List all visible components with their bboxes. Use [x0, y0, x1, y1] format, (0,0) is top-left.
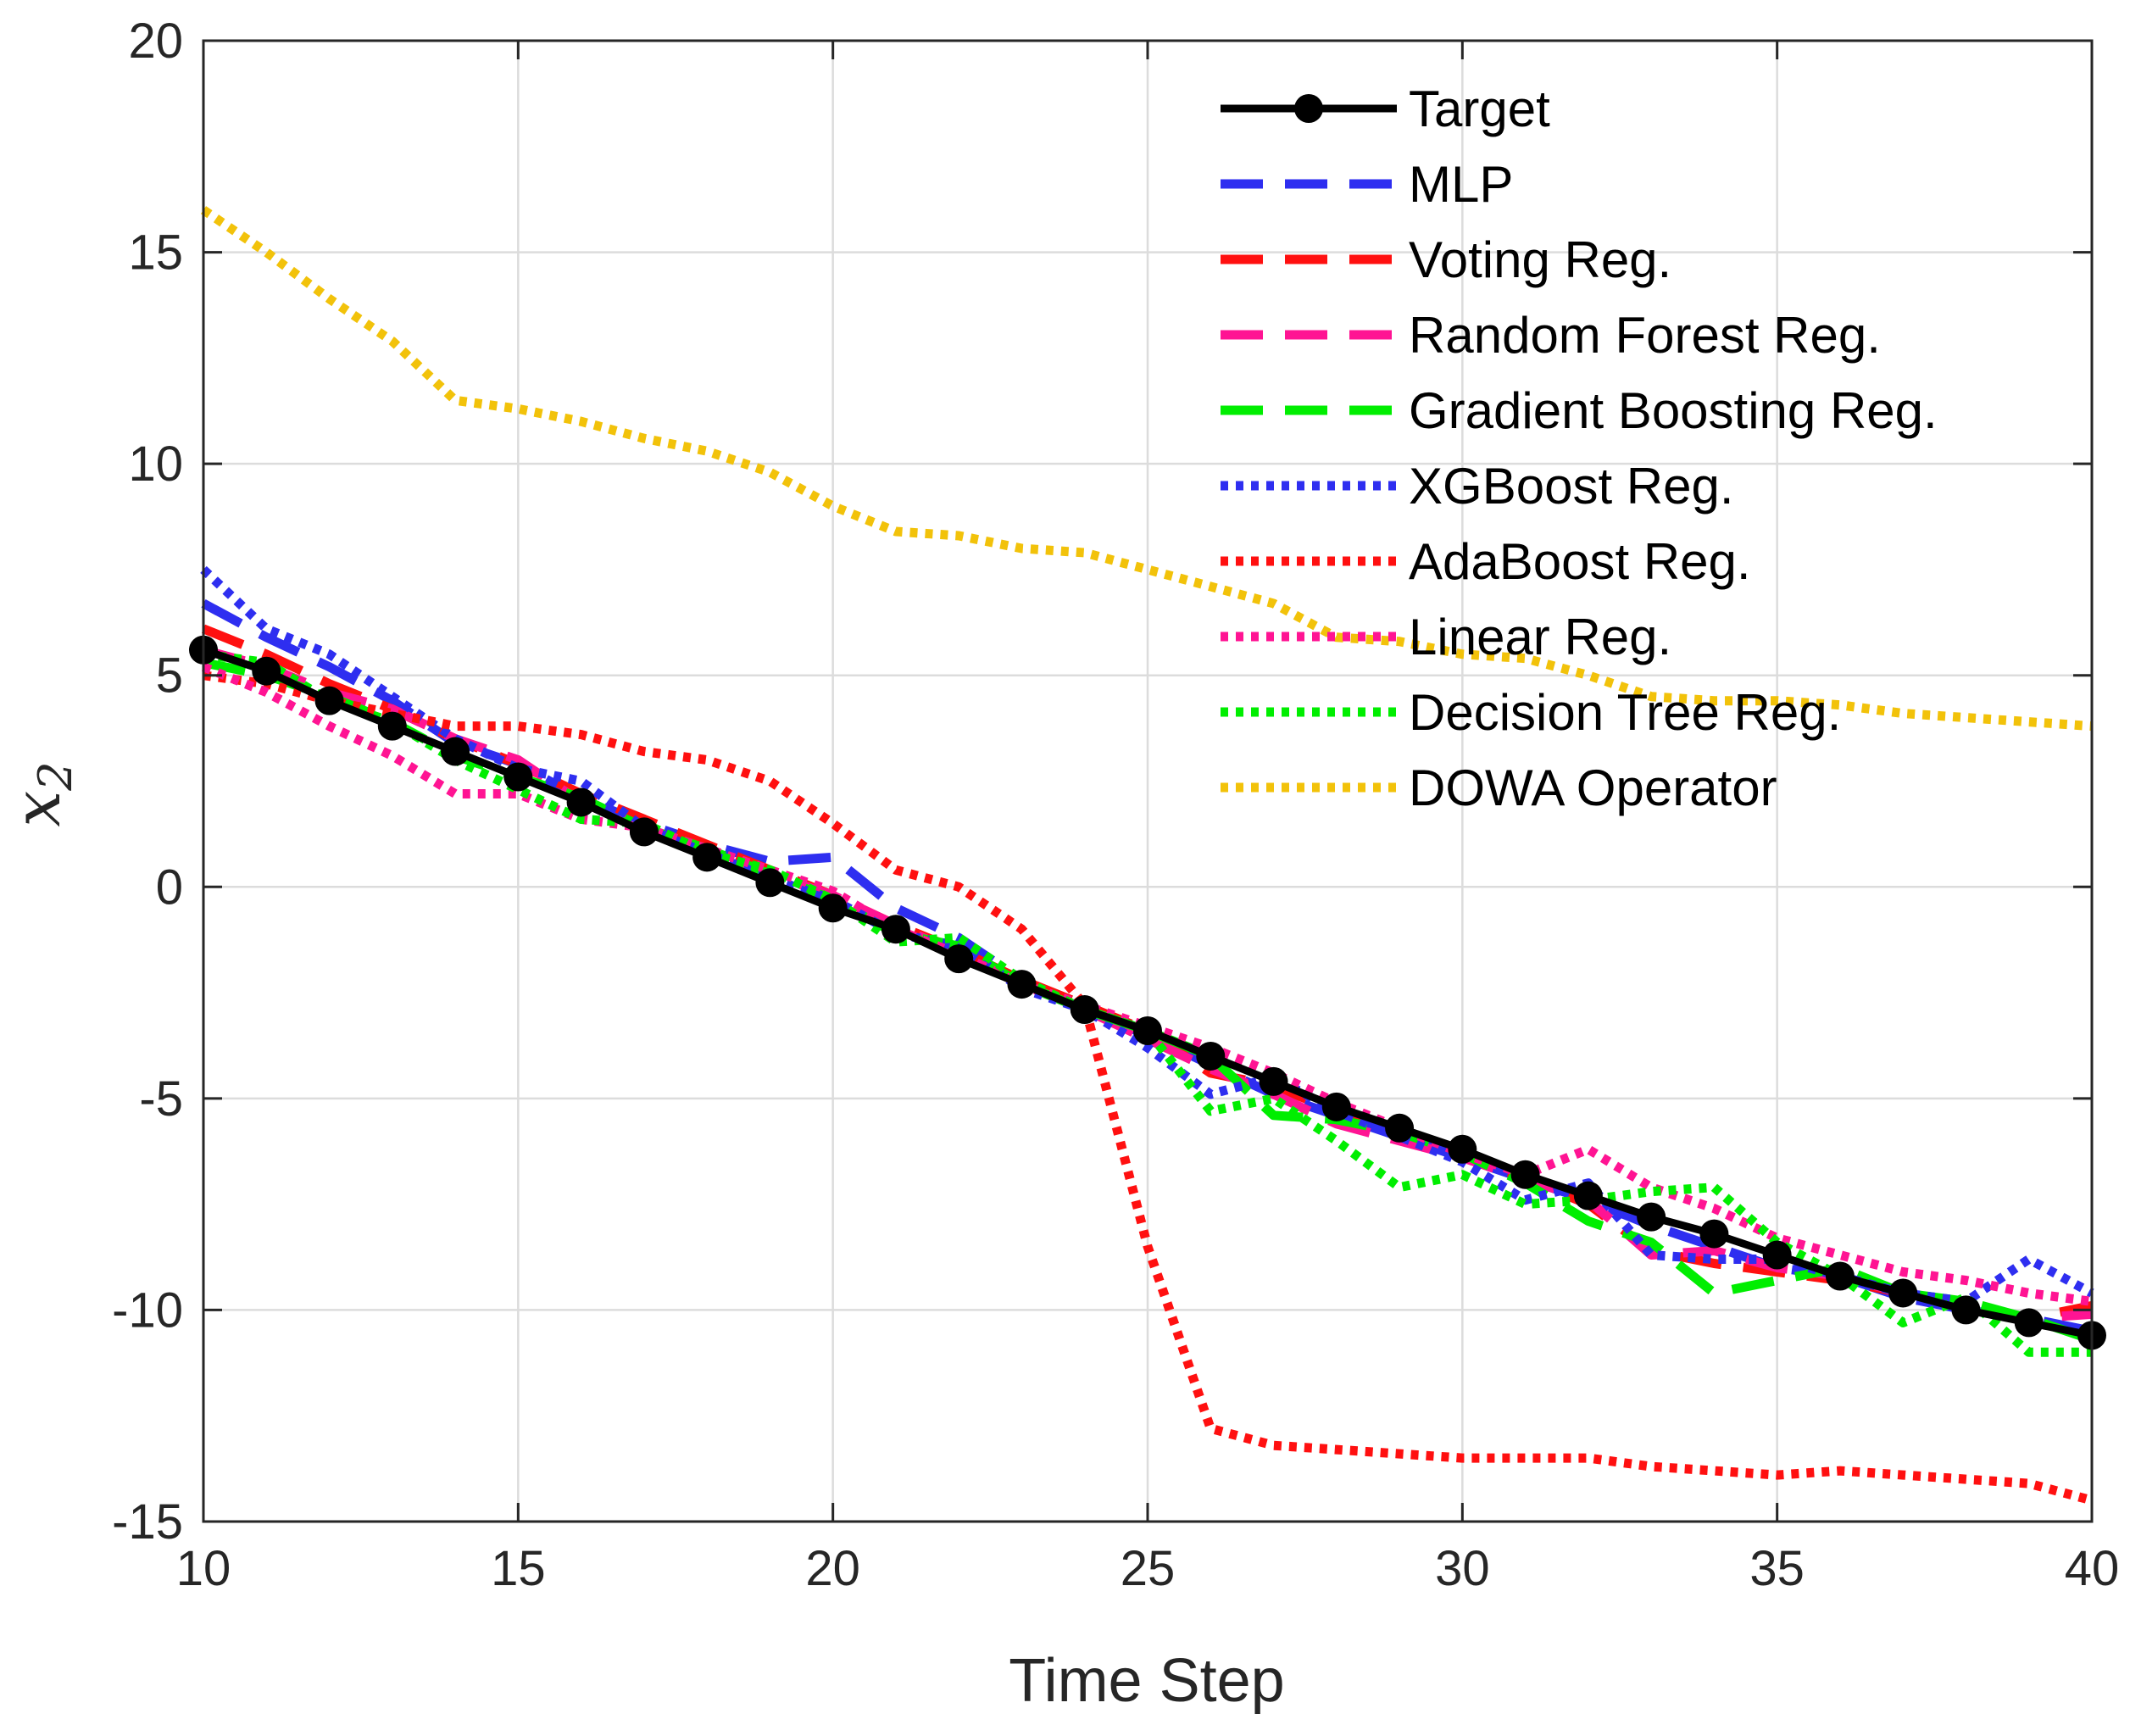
- legend-label: XGBoost Reg.: [1409, 458, 1734, 515]
- x-axis-label: Time Step: [1009, 1647, 1284, 1715]
- x-tick-label: 30: [1435, 1541, 1490, 1596]
- y-tick-labels: -15 -10 -5 0 5 10 15 20: [112, 14, 183, 1550]
- y-axis-label-main: x: [0, 791, 75, 827]
- legend-marker: [1294, 94, 1323, 123]
- target-point: [692, 843, 722, 872]
- y-axis-label-group: x2: [0, 761, 82, 826]
- legend-item-linear-reg: Linear Reg.: [1221, 609, 1671, 665]
- target-point: [1321, 1092, 1351, 1121]
- legend-label: DOWA Operator: [1409, 760, 1777, 816]
- x-tick-label: 35: [1749, 1541, 1805, 1596]
- target-point: [629, 817, 659, 847]
- y-tick-label: -5: [139, 1071, 183, 1127]
- legend-label: Voting Reg.: [1409, 231, 1671, 288]
- legend-item-adaboost-reg: AdaBoost Reg.: [1221, 533, 1751, 590]
- y-tick-label: 10: [128, 437, 183, 492]
- series-dowa-operator-line: [200, 206, 2093, 732]
- x-tick-label: 25: [1121, 1541, 1176, 1596]
- target-point: [1510, 1160, 1540, 1189]
- x-tick-label: 20: [805, 1541, 860, 1596]
- y-tick-label: 5: [156, 648, 183, 704]
- target-point: [377, 711, 407, 741]
- target-point: [1070, 995, 1099, 1025]
- y-axis-label-subscript: 2: [29, 761, 82, 791]
- axes-frame: [202, 39, 2094, 1523]
- y-tick-label: 15: [128, 225, 183, 281]
- target-point: [441, 737, 470, 766]
- legend-item-gradient-boosting-reg: Gradient Boosting Reg.: [1221, 382, 1938, 439]
- target-point: [1196, 1041, 1226, 1071]
- y-tick-label: 0: [156, 860, 183, 915]
- target-point: [1007, 970, 1037, 999]
- y-axis-label: x2: [0, 761, 82, 826]
- series-xgboost-reg-line: [200, 565, 2094, 1306]
- target-point: [1637, 1202, 1666, 1232]
- target-point: [2014, 1308, 2044, 1338]
- target-point: [1133, 1015, 1162, 1045]
- target-point: [1385, 1113, 1415, 1143]
- target-point: [566, 787, 596, 817]
- y-tick-label: -15: [112, 1494, 183, 1550]
- target-point: [503, 762, 533, 792]
- target-point: [252, 656, 281, 686]
- series-layer: [189, 206, 2106, 1505]
- y-tick-label: 20: [128, 14, 183, 69]
- legend-label: Random Forest Reg.: [1409, 307, 1881, 364]
- legend-label: Decision Tree Reg.: [1409, 684, 1841, 741]
- legend-item-target: Target: [1221, 81, 1550, 137]
- target-point: [755, 868, 785, 898]
- series-adaboost-reg-line: [203, 670, 2094, 1505]
- target-point: [1573, 1181, 1603, 1210]
- legend-item-xgboost-reg: XGBoost Reg.: [1221, 458, 1734, 515]
- x-tick-label: 10: [176, 1541, 231, 1596]
- target-point: [1888, 1278, 1918, 1308]
- legend-item-dowa-operator: DOWA Operator: [1221, 760, 1777, 816]
- target-point: [1699, 1219, 1729, 1249]
- target-point: [881, 915, 910, 944]
- legend-label: AdaBoost Reg.: [1409, 533, 1751, 590]
- x-tick-label: 40: [2065, 1541, 2120, 1596]
- target-point: [818, 893, 848, 923]
- y-tick-label: -10: [112, 1283, 183, 1338]
- legend-item-random-forest-reg: Random Forest Reg.: [1221, 307, 1881, 364]
- legend-item-decision-tree-reg: Decision Tree Reg.: [1221, 684, 1841, 741]
- legend: Target MLP Voting Reg. Random Forest Reg. Gr…: [1221, 81, 1938, 816]
- legend-label: Linear Reg.: [1409, 609, 1671, 665]
- target-point: [1762, 1240, 1792, 1270]
- legend-label: Gradient Boosting Reg.: [1409, 382, 1938, 439]
- legend-item-mlp: MLP: [1221, 156, 1513, 213]
- legend-item-voting-reg: Voting Reg.: [1221, 231, 1671, 288]
- target-point: [1825, 1261, 1855, 1291]
- target-point: [1951, 1295, 1981, 1325]
- x-tick-label: 15: [491, 1541, 546, 1596]
- legend-label: MLP: [1409, 156, 1513, 213]
- target-point: [944, 944, 974, 974]
- target-point: [1448, 1134, 1477, 1164]
- target-point: [314, 686, 344, 715]
- target-point: [1259, 1066, 1288, 1096]
- legend-label: Target: [1409, 81, 1550, 137]
- x-tick-labels: 10 15 20 25 30 35 40: [176, 1541, 2120, 1596]
